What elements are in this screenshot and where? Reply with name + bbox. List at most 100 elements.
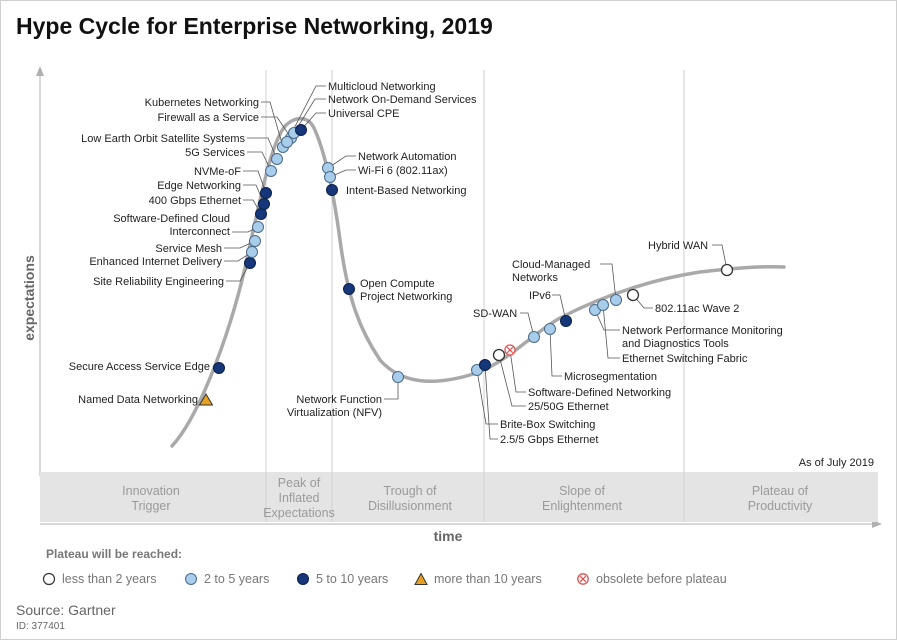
marker-2-5-5-gbps-ethernet	[479, 359, 491, 371]
label-firewall-as-a-service: Firewall as a Service	[158, 112, 259, 124]
source-note: Source: Gartner	[16, 602, 116, 618]
label-cloud-managed-networks: Cloud-Managed Networks	[512, 259, 590, 284]
legend-circle-white-icon	[42, 572, 56, 586]
marker-25-50g-ethernet	[492, 348, 506, 362]
marker-software-defined-networking	[504, 344, 516, 356]
legend-circle-light-blue-icon	[184, 572, 198, 586]
legend-item-obsolete: obsolete before plateau	[576, 572, 727, 586]
label-network-automation: Network Automation	[358, 151, 456, 163]
hype-cycle-chart: Innovation Trigger Peak of Inflated Expe…	[21, 66, 882, 544]
leader-line-ipv6	[552, 294, 567, 322]
leader-line-nvme-of	[243, 170, 267, 194]
leader-line-ethernet-switching-fabric	[602, 304, 620, 359]
leader-line-microsegmentation	[549, 328, 562, 377]
label-brite-box-switching: Brite-Box Switching	[500, 419, 595, 431]
leader-line-universal-cpe	[300, 112, 326, 131]
label-nvme-of: NVMe-oF	[194, 166, 241, 178]
leader-line-network-function-virtualization-nfv	[384, 377, 399, 400]
phase-label-line: Productivity	[748, 499, 813, 513]
leader-line-kubernetes-networking	[261, 101, 284, 148]
marker-802-11ac-wave-2	[626, 288, 640, 302]
label-ipv6: IPv6	[529, 290, 551, 302]
marker-universal-cpe	[295, 124, 307, 136]
legend-item-5to10: 5 to 10 years	[296, 572, 388, 586]
marker-sd-wan	[528, 331, 540, 343]
label-25-50g-ethernet: 25/50G Ethernet	[528, 401, 609, 413]
phase-label-peak: Peak of Inflated Expectations	[263, 476, 335, 520]
label-software-defined-networking: Software-Defined Networking	[528, 387, 671, 399]
marker-wi-fi-6-802-11ax	[324, 171, 336, 183]
phase-band	[40, 472, 878, 522]
legend-label: less than 2 years	[62, 572, 157, 586]
phase-label-line: Expectations	[263, 506, 335, 520]
legend-label: more than 10 years	[434, 572, 542, 586]
label-universal-cpe: Universal CPE	[328, 108, 400, 120]
phase-label-trough: Trough of Disillusionment	[368, 484, 453, 513]
technology-labels: Named Data Networking Secure Access Servi…	[69, 81, 783, 446]
legend-label: obsolete before plateau	[596, 572, 727, 586]
marker-intent-based-networking	[326, 184, 338, 196]
label-site-reliability-engineering: Site Reliability Engineering	[93, 276, 224, 288]
marker-multicloud-networking	[281, 136, 293, 148]
label-sd-wan: SD-WAN	[473, 308, 517, 320]
phase-label-line: Peak of	[278, 476, 321, 490]
phase-label-innovation-trigger: Innovation Trigger	[122, 484, 180, 513]
label-2-5-5-gbps-ethernet: 2.5/5 Gbps Ethernet	[500, 434, 598, 446]
phase-label-line: Trigger	[131, 499, 170, 513]
legend-triangle-orange-icon	[414, 572, 428, 586]
leader-line-edge-networking	[243, 184, 265, 205]
label-multicloud-networking: Multicloud Networking	[328, 81, 436, 93]
label-software-defined-cloud-interconnect: Software-Defined Cloud Interconnect	[113, 213, 230, 238]
marker-network-function-virtualization-nfv	[392, 371, 404, 383]
marker-enhanced-internet-delivery	[246, 246, 258, 258]
label-service-mesh: Service Mesh	[155, 243, 222, 255]
chart-title: Hype Cycle for Enterprise Networking, 20…	[16, 13, 493, 39]
label-5g-services: 5G Services	[185, 147, 245, 159]
phase-label-line: Slope of	[559, 484, 605, 498]
leader-line-brite-box-switching	[476, 369, 498, 425]
marker-site-reliability-engineering	[244, 257, 256, 269]
label-hybrid-wan: Hybrid WAN	[648, 240, 708, 252]
legend-obsolete-x-icon	[576, 572, 590, 586]
leader-line-cloud-managed-networks	[600, 263, 617, 301]
phase-label-slope: Slope of Enlightenment	[542, 484, 622, 513]
leader-line-2-5-5-gbps-ethernet	[484, 364, 498, 440]
leader-line-network-automation	[327, 155, 356, 169]
legend-circle-dark-blue-icon	[296, 572, 310, 586]
label-enhanced-internet-delivery: Enhanced Internet Delivery	[89, 256, 222, 268]
label-leader-lines	[224, 85, 728, 440]
marker-named-data-networking	[198, 393, 214, 406]
legend-label: 5 to 10 years	[316, 572, 389, 586]
technology-markers	[198, 124, 734, 406]
phase-label-line: Innovation	[122, 484, 180, 498]
phase-label-line: Plateau of	[752, 484, 809, 498]
label-low-earth-orbit-satellite-systems: Low Earth Orbit Satellite Systems	[81, 133, 245, 145]
marker-edge-networking	[258, 198, 270, 210]
marker-cloud-managed-networks	[610, 294, 622, 306]
label-named-data-networking: Named Data Networking	[78, 394, 198, 406]
leader-line-firewall-as-a-service	[261, 116, 292, 139]
leader-line-network-performance-monitoring-and-diagnostics-tools	[594, 309, 620, 331]
label-ethernet-switching-fabric: Ethernet Switching Fabric	[622, 353, 748, 365]
marker-service-mesh	[249, 235, 261, 247]
label-kubernetes-networking: Kubernetes Networking	[145, 97, 259, 109]
marker-hybrid-wan	[720, 263, 734, 277]
marker-microsegmentation	[544, 323, 556, 335]
label-network-function-virtualization-nfv: Network Function Virtualization (NFV)	[287, 394, 382, 419]
leader-line-25-50g-ethernet	[498, 354, 526, 407]
marker-5g-services	[265, 165, 277, 177]
marker-open-compute-project-networking	[343, 283, 355, 295]
legend-item-lt2: less than 2 years	[42, 572, 157, 586]
phase-label-line: Inflated	[278, 491, 319, 505]
marker-ipv6	[560, 315, 572, 327]
label-edge-networking: Edge Networking	[157, 180, 241, 192]
legend-title: Plateau will be reached:	[46, 547, 183, 561]
label-intent-based-networking: Intent-Based Networking	[346, 185, 466, 197]
label-secure-access-service-edge: Secure Access Service Edge	[69, 361, 210, 373]
leader-line-5g-services	[247, 151, 272, 172]
label-wi-fi-6-802-11ax: Wi-Fi 6 (802.11ax)	[358, 165, 448, 177]
marker-secure-access-service-edge	[213, 362, 225, 374]
hype-curve	[170, 116, 786, 448]
leader-line-multicloud-networking	[286, 85, 326, 143]
leader-line-site-reliability-engineering	[226, 262, 251, 282]
